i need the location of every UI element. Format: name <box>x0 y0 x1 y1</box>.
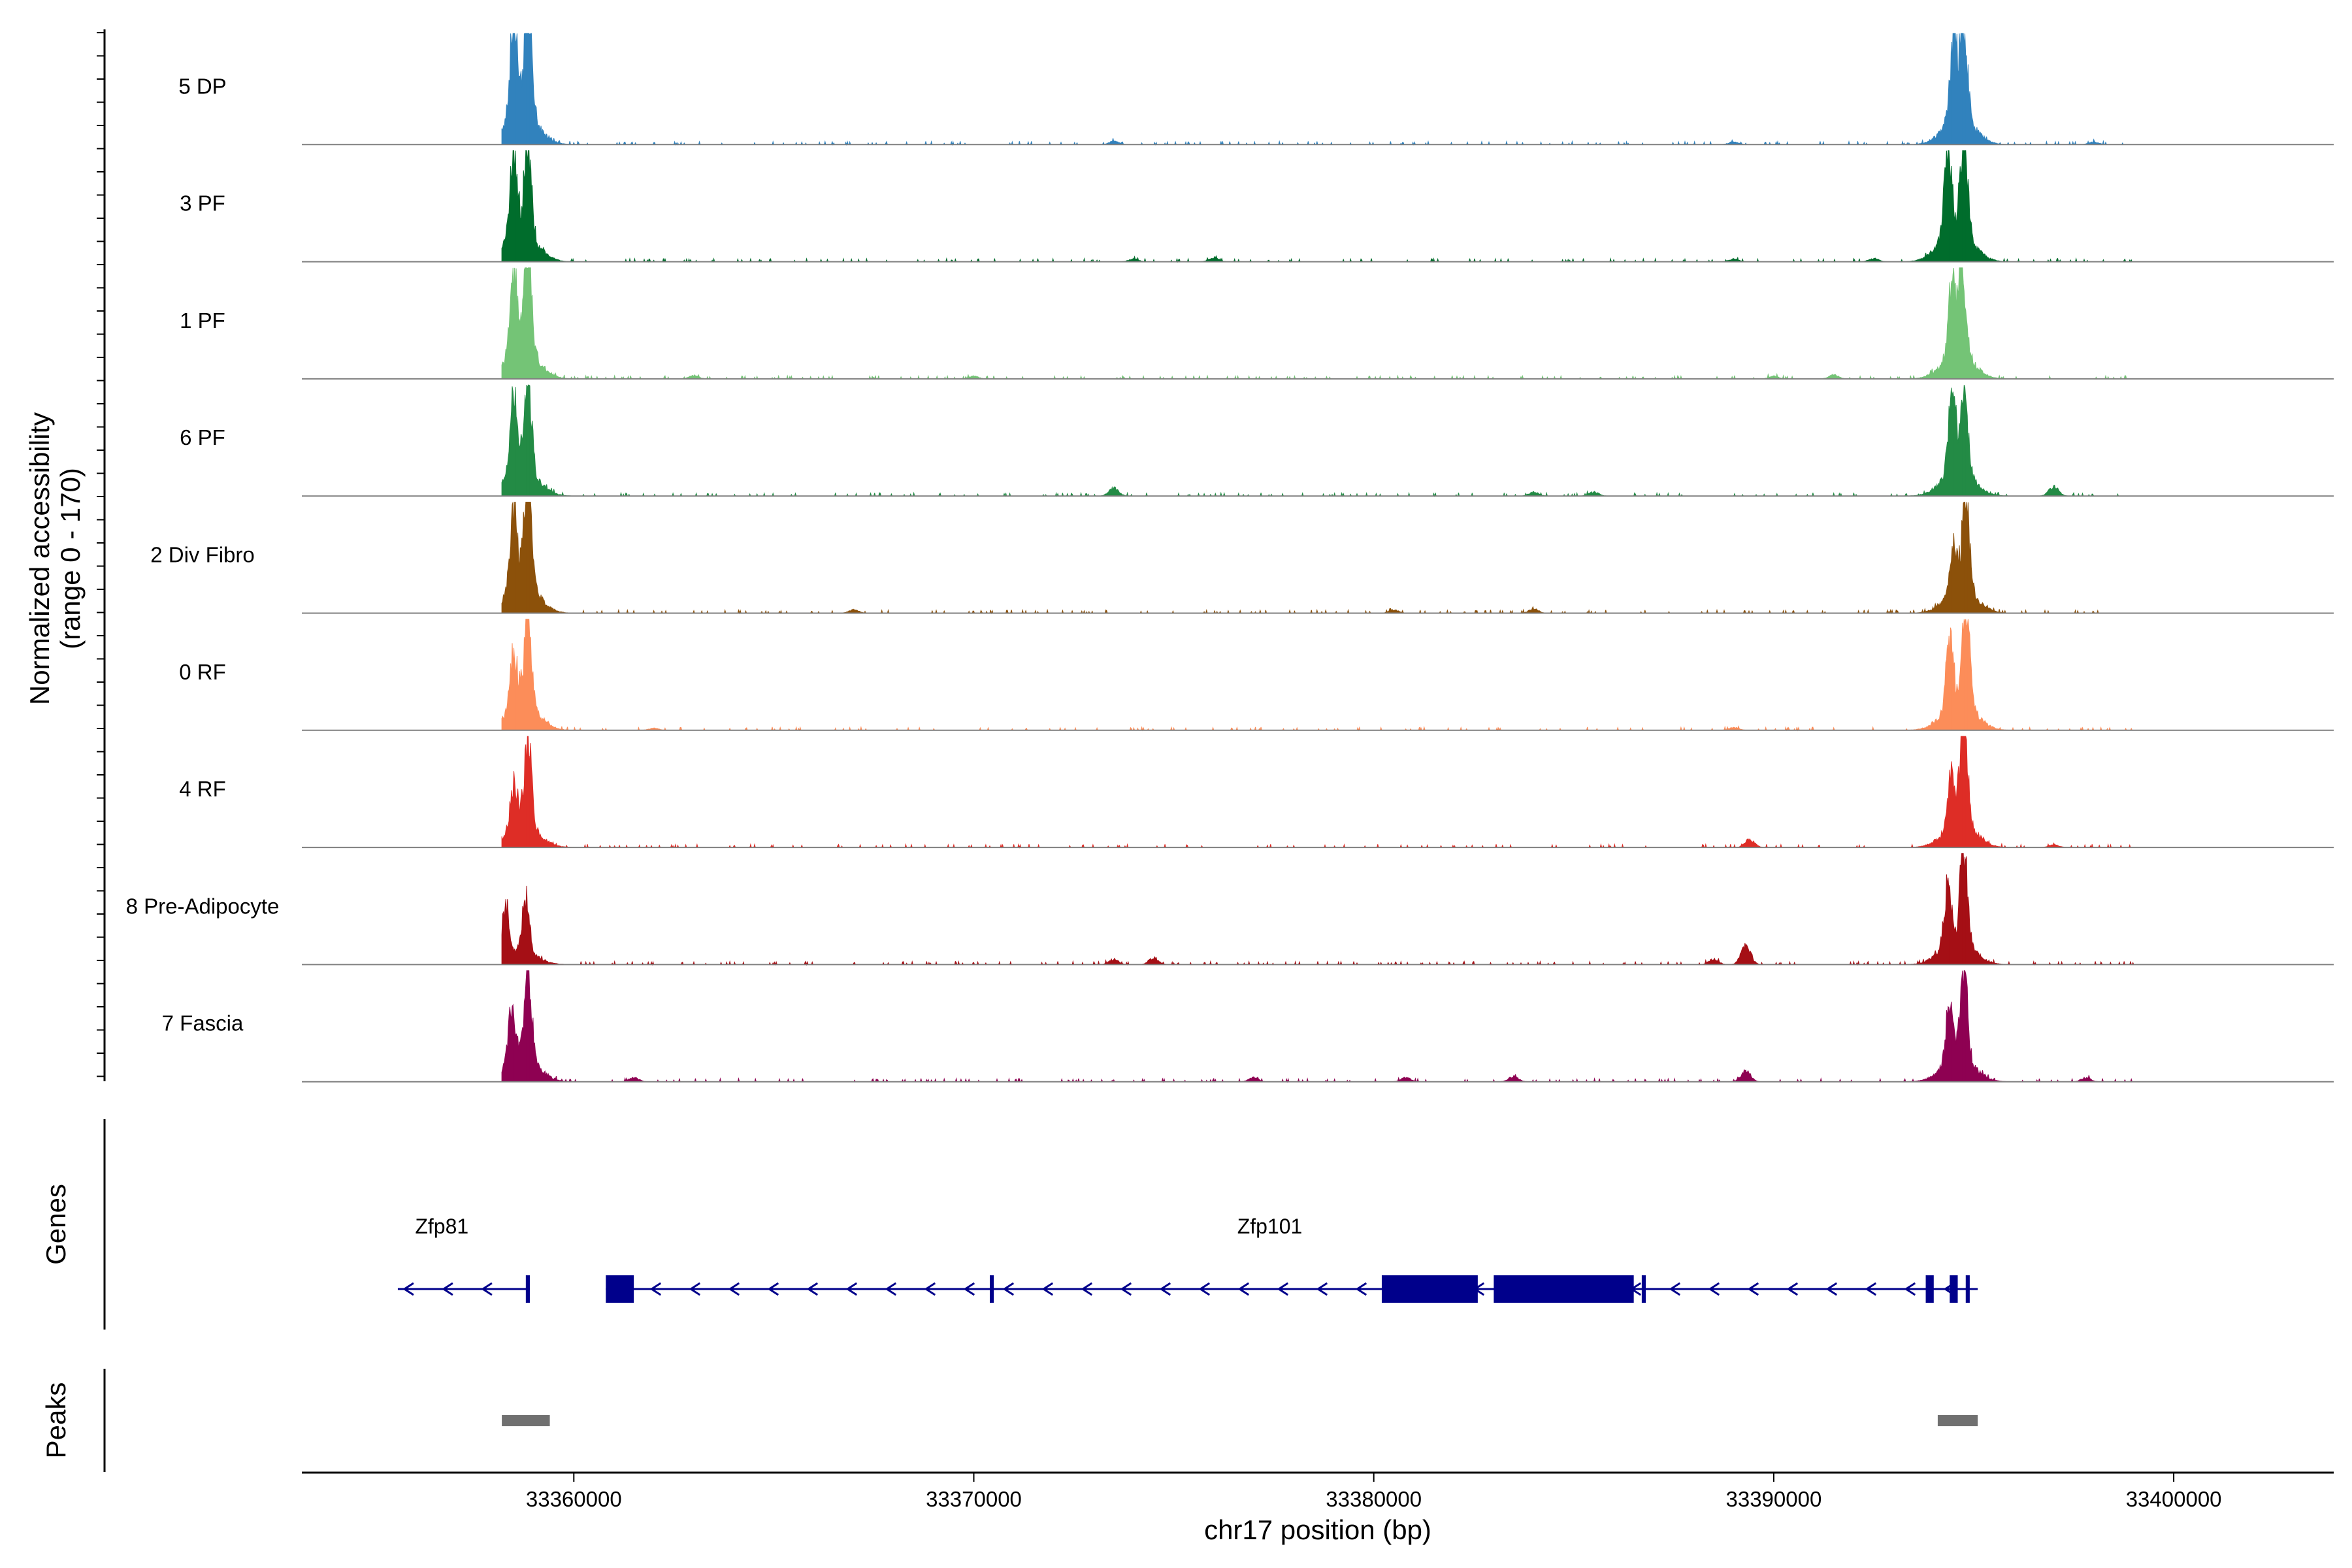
x-axis-title: chr17 position (bp) <box>1204 1514 1431 1545</box>
coverage-area <box>501 384 2134 497</box>
strand-arrow <box>481 1282 493 1296</box>
strand-arrow <box>1120 1282 1132 1296</box>
track-1-pf: 1 PF <box>180 267 2334 380</box>
strand-arrow <box>767 1282 779 1296</box>
gene-label: Zfp81 <box>415 1215 468 1238</box>
strand-arrow <box>402 1282 414 1296</box>
exon <box>1381 1275 1478 1303</box>
strand-arrow <box>442 1282 453 1296</box>
track-label: 6 PF <box>180 425 225 449</box>
strand-arrow <box>689 1282 701 1296</box>
x-tick-label: 33360000 <box>526 1487 622 1511</box>
exon <box>1950 1275 1958 1303</box>
track-label: 8 Pre-Adipocyte <box>126 894 280 918</box>
exon <box>525 1275 530 1303</box>
coverage-area <box>501 502 2134 615</box>
track-label: 5 DP <box>178 74 226 98</box>
exon <box>1965 1275 1970 1303</box>
coverage-tracks: 5 DP 3 PF 1 PF 6 PF 2 Div Fibro 0 RF 4 RF 8 Pre… <box>126 33 2334 1083</box>
exon <box>989 1275 994 1303</box>
track-label: 7 Fascia <box>162 1011 244 1036</box>
strand-arrow <box>1825 1282 1838 1296</box>
x-tick-label: 33370000 <box>926 1487 1022 1511</box>
track-6-pf: 6 PF <box>180 384 2334 497</box>
strand-arrow <box>924 1282 936 1296</box>
x-tick-label: 33380000 <box>1326 1487 1422 1511</box>
track-4-rf: 4 RF <box>179 736 2334 849</box>
gene-annotation-track: Zfp81 Zfp101 <box>397 1215 1978 1303</box>
track-label: 0 RF <box>179 660 226 684</box>
strand-arrow <box>1786 1282 1799 1296</box>
coverage-area <box>501 33 2134 146</box>
exon <box>1641 1275 1646 1303</box>
x-tick-label: 33400000 <box>2126 1487 2222 1511</box>
track-3-pf: 3 PF <box>180 150 2334 263</box>
strand-arrow <box>1669 1282 1681 1296</box>
x-tick-label: 33390000 <box>1725 1487 1821 1511</box>
gene-label: Zfp101 <box>1237 1215 1303 1238</box>
coverage-area <box>501 853 2134 966</box>
coverage-area <box>501 267 2134 380</box>
track-label: 1 PF <box>180 308 225 333</box>
strand-arrow <box>806 1282 819 1296</box>
y-axis-ticks <box>97 32 105 1077</box>
track-0-rf: 0 RF <box>179 619 2334 732</box>
strand-arrow <box>1159 1282 1171 1296</box>
peaks-track <box>502 1415 1978 1426</box>
y-axis-subtitle: (range 0 - 170) <box>55 468 86 649</box>
strand-arrow <box>1041 1282 1054 1296</box>
strand-arrow <box>963 1282 975 1296</box>
peaks-panel-title: Peaks <box>41 1382 71 1459</box>
strand-arrow <box>1316 1282 1328 1296</box>
strand-arrow <box>1865 1282 1877 1296</box>
peak-region <box>1937 1415 1978 1426</box>
strand-arrow <box>1747 1282 1759 1296</box>
coverage-area <box>501 736 2134 849</box>
peak-region <box>502 1415 550 1426</box>
coverage-area <box>501 150 2134 263</box>
coverage-area <box>501 619 2134 732</box>
track-8-pre-adipocyte: 8 Pre-Adipocyte <box>126 853 2334 966</box>
track-2-div-fibro: 2 Div Fibro <box>150 502 2334 615</box>
gene-zfp101: Zfp101 <box>606 1215 1978 1303</box>
strand-arrow <box>1904 1282 1916 1296</box>
strand-arrow <box>1277 1282 1289 1296</box>
y-axis-title: Normalized accessibility <box>24 412 55 705</box>
strand-arrow <box>845 1282 858 1296</box>
gene-zfp81: Zfp81 <box>397 1215 530 1303</box>
strand-arrow <box>1237 1282 1250 1296</box>
strand-arrow <box>1708 1282 1720 1296</box>
track-label: 3 PF <box>180 191 225 216</box>
strand-arrow <box>728 1282 740 1296</box>
strand-arrow <box>1002 1282 1015 1296</box>
strand-arrow <box>1081 1282 1093 1296</box>
exon <box>1494 1275 1634 1303</box>
strand-arrow <box>649 1282 662 1296</box>
exon <box>1925 1275 1934 1303</box>
strand-arrow <box>1198 1282 1211 1296</box>
track-7-fascia: 7 Fascia <box>162 970 2334 1083</box>
strand-arrow <box>1355 1282 1367 1296</box>
track-label: 2 Div Fibro <box>150 543 255 567</box>
exon <box>606 1275 634 1303</box>
coverage-area <box>501 970 2134 1083</box>
x-axis-ticks: 33360000 33370000 33380000 33390000 33400000 <box>526 1473 2222 1511</box>
strand-arrow <box>885 1282 897 1296</box>
track-5-dp: 5 DP <box>178 33 2334 146</box>
track-label: 4 RF <box>179 777 226 801</box>
genes-panel-title: Genes <box>41 1184 71 1265</box>
